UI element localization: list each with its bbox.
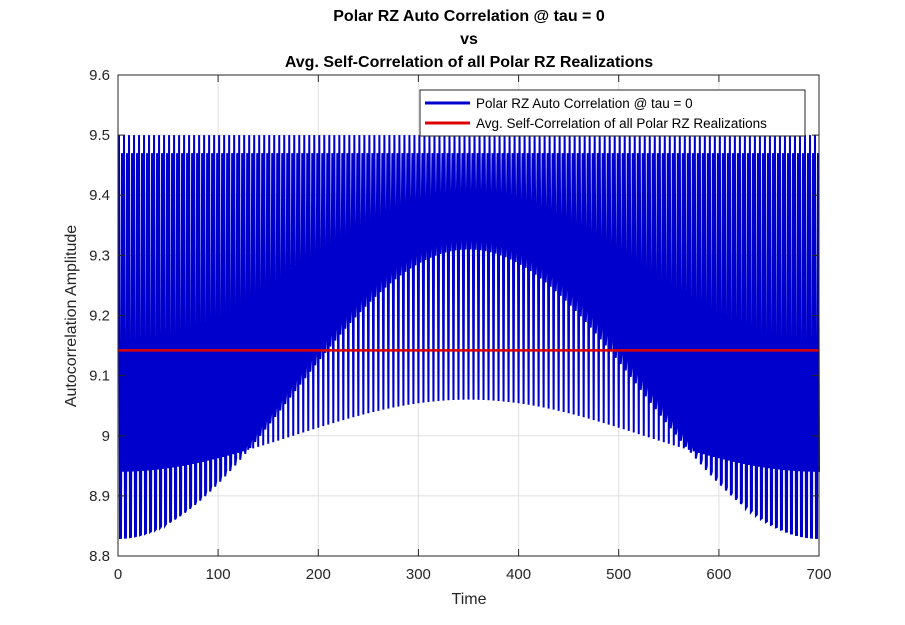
ticks xyxy=(117,74,820,557)
x-tick-label: 700 xyxy=(806,566,831,583)
y-axis-label: Autocorrelation Amplitude xyxy=(63,225,80,407)
legend-label-polar-rz-autocorrelation: Polar RZ Auto Correlation @ tau = 0 xyxy=(476,96,693,111)
y-tick-label: 9.6 xyxy=(89,67,110,84)
x-tick-label: 200 xyxy=(306,566,331,583)
series-layer xyxy=(118,135,820,539)
x-tick-label: 0 xyxy=(114,566,122,583)
legend-label-avg-self-correlation: Avg. Self-Correlation of all Polar RZ Re… xyxy=(476,116,767,131)
chart-title-line-2: vs xyxy=(460,31,478,48)
y-tick-label: 9.4 xyxy=(89,187,110,204)
chart-title-line-1: Polar RZ Auto Correlation @ tau = 0 xyxy=(333,8,605,25)
x-tick-label: 300 xyxy=(406,566,431,583)
legend-box xyxy=(419,89,806,137)
y-tick-label: 9.5 xyxy=(89,127,110,144)
x-axis-label: Time xyxy=(452,591,487,608)
x-tick-label: 400 xyxy=(506,566,531,583)
x-tick-label: 600 xyxy=(706,566,731,583)
y-tick-label: 9.3 xyxy=(89,247,110,264)
chart-title-line-3: Avg. Self-Correlation of all Polar RZ Re… xyxy=(285,54,653,71)
series-line-polar-rz-autocorrelation xyxy=(118,135,820,539)
y-tick-label: 8.8 xyxy=(89,548,110,565)
y-tick-label: 9.2 xyxy=(89,308,110,325)
tick-labels: 0 100 200 300 400 500 600 700 8.8 8.9 9 9.1 9.2 9.3 9.… xyxy=(89,67,831,583)
x-tick-label: 100 xyxy=(206,566,231,583)
y-tick-label: 9 xyxy=(102,428,110,445)
y-tick-label: 8.9 xyxy=(89,488,110,505)
legend: Polar RZ Auto Correlation @ tau = 0 Avg.… xyxy=(419,89,806,137)
y-tick-label: 9.1 xyxy=(89,368,110,385)
x-tick-label: 500 xyxy=(606,566,631,583)
